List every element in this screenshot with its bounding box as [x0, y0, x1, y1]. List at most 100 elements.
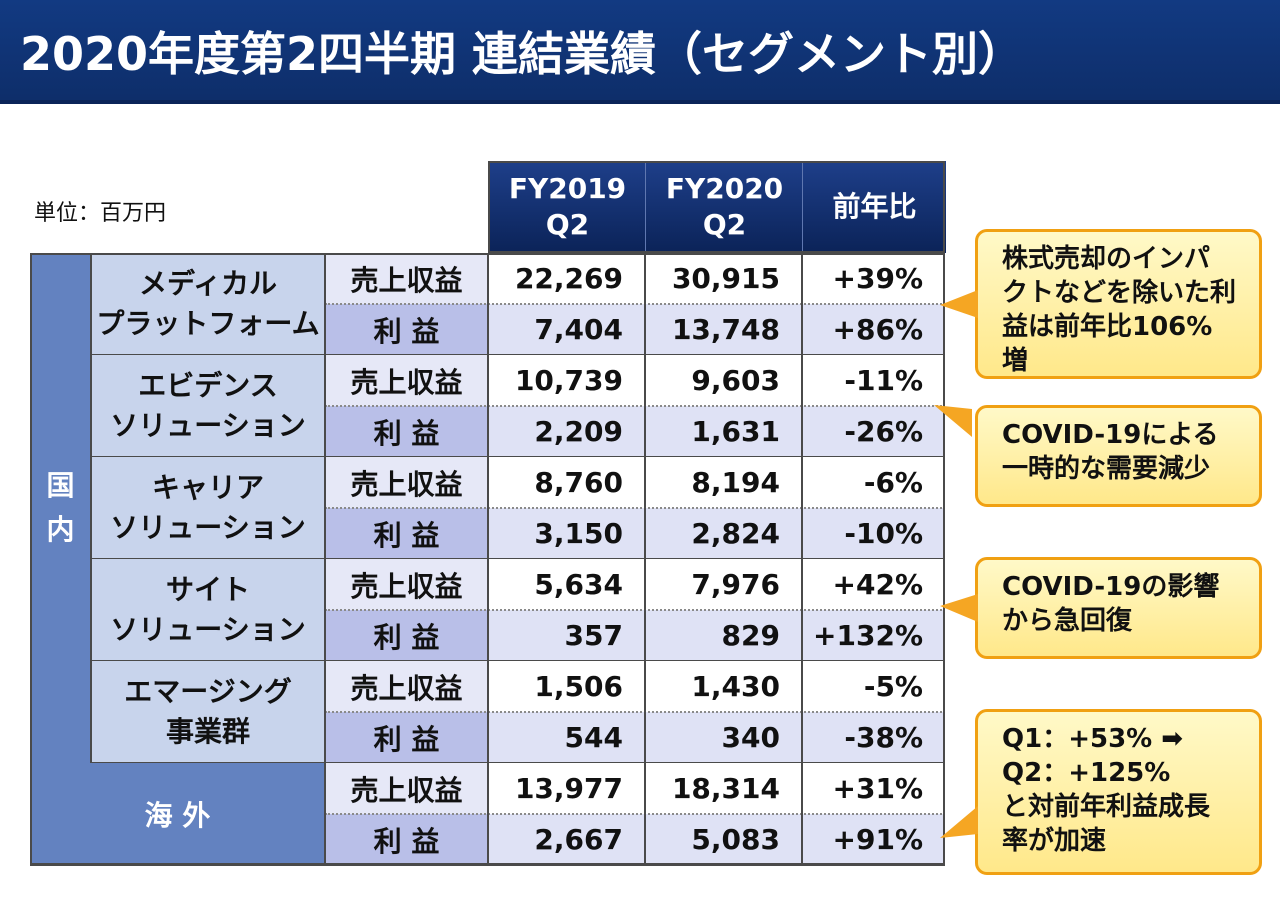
segment-name-line: プラットフォーム: [96, 307, 320, 340]
callout-line: クトなどを除いた利: [1002, 278, 1237, 308]
column-header-fy2020-line1: FY2020: [665, 172, 784, 205]
segment-name-line: ソリューション: [110, 511, 306, 544]
column-divider: [801, 253, 803, 865]
row-label-profit: 利 益: [325, 610, 488, 661]
value-fy2020: 18,314: [645, 763, 802, 814]
callout-line: と対前年利益成長: [1002, 792, 1211, 822]
value-fy2020: 5,083: [645, 814, 802, 865]
value-yoy: +132%: [802, 610, 945, 661]
value-fy2019: 3,150: [488, 508, 645, 559]
callout-line: COVID-19による: [1002, 420, 1219, 450]
value-yoy: -6%: [802, 457, 945, 508]
callout-pointer: [940, 806, 978, 838]
row-label-sales: 売上収益: [325, 559, 488, 610]
column-divider: [324, 253, 326, 865]
value-fy2020: 340: [645, 712, 802, 763]
callout-line: Q2：+125%: [1002, 758, 1171, 788]
value-yoy: -26%: [802, 406, 945, 457]
domestic-label: 国内: [30, 253, 91, 763]
value-yoy: -5%: [802, 661, 945, 712]
segment-name-line: サイト: [165, 573, 250, 606]
page-title: 2020年度第2四半期 連結業績（セグメント別）: [20, 27, 1025, 81]
value-fy2019: 7,404: [488, 304, 645, 355]
segment-name-line: ソリューション: [110, 613, 306, 646]
value-yoy: -38%: [802, 712, 945, 763]
value-fy2019: 13,977: [488, 763, 645, 814]
segment-name-line: メディカル: [138, 267, 278, 300]
value-yoy: +42%: [802, 559, 945, 610]
callout-line: 一時的な需要減少: [1002, 454, 1211, 484]
segment-name-line: ソリューション: [110, 409, 306, 442]
value-fy2019: 1,506: [488, 661, 645, 712]
value-fy2020: 13,748: [645, 304, 802, 355]
row-divider-dotted: [325, 609, 945, 611]
segment-name: キャリアソリューション: [91, 457, 325, 559]
row-divider-dotted: [325, 405, 945, 407]
value-fy2020: 7,976: [645, 559, 802, 610]
value-fy2019: 2,667: [488, 814, 645, 865]
overseas-label: 海 外: [30, 763, 325, 865]
row-label-sales: 売上収益: [325, 763, 488, 814]
value-fy2020: 2,824: [645, 508, 802, 559]
callout-line: Q1：+53% ➡: [1002, 724, 1184, 754]
value-fy2019: 544: [488, 712, 645, 763]
callout-pointer: [934, 405, 972, 437]
domestic-label-char: 国: [46, 469, 75, 502]
callout-line: COVID-19の影響: [1002, 572, 1220, 602]
row-label-sales: 売上収益: [325, 253, 488, 304]
row-divider-dotted: [325, 711, 945, 713]
unit-label: 単位：百万円: [34, 201, 167, 226]
title-bar: 2020年度第2四半期 連結業績（セグメント別）: [0, 0, 1280, 104]
value-fy2019: 10,739: [488, 355, 645, 406]
row-divider-dotted: [325, 813, 945, 815]
value-fy2020: 8,194: [645, 457, 802, 508]
header-outline: [488, 161, 945, 253]
segment-name-line: キャリア: [151, 471, 264, 504]
callout-box: COVID-19による 一時的な需要減少: [975, 405, 1262, 507]
column-header-yoy: 前年比: [802, 161, 946, 253]
value-fy2020: 1,631: [645, 406, 802, 457]
row-label-profit: 利 益: [325, 712, 488, 763]
callout-pointer: [940, 594, 978, 622]
column-header-fy2020: FY2020 Q2: [645, 161, 803, 253]
row-label-profit: 利 益: [325, 304, 488, 355]
value-fy2019: 8,760: [488, 457, 645, 508]
value-yoy: +91%: [802, 814, 945, 865]
value-fy2020: 829: [645, 610, 802, 661]
value-fy2020: 30,915: [645, 253, 802, 304]
column-header-fy2020-line2: Q2: [702, 208, 747, 241]
value-fy2019: 2,209: [488, 406, 645, 457]
callout-box: COVID-19の影響 から急回復: [975, 557, 1262, 659]
value-yoy: +39%: [802, 253, 945, 304]
value-yoy: +86%: [802, 304, 945, 355]
column-header-fy2019-line1: FY2019: [508, 172, 627, 205]
column-header-yoy-label: 前年比: [832, 190, 917, 223]
value-fy2019: 22,269: [488, 253, 645, 304]
callout-line: から急回復: [1002, 606, 1133, 636]
row-divider-dotted: [325, 507, 945, 509]
row-label-sales: 売上収益: [325, 661, 488, 712]
value-fy2020: 1,430: [645, 661, 802, 712]
value-yoy: +31%: [802, 763, 945, 814]
segment-name-line: エビデンス: [138, 369, 278, 402]
value-fy2019: 5,634: [488, 559, 645, 610]
segment-name: エマージング 事業群: [91, 661, 325, 763]
value-yoy: -11%: [802, 355, 945, 406]
column-divider: [90, 253, 92, 763]
segment-name-line: 事業群: [165, 715, 250, 748]
column-header-fy2019-line2: Q2: [545, 208, 590, 241]
row-label-profit: 利 益: [325, 406, 488, 457]
callout-line: 率が加速: [1002, 826, 1107, 856]
domestic-label-char: 内: [46, 513, 75, 546]
column-header-fy2019: FY2019 Q2: [488, 161, 646, 253]
callout-line: 株式売却のインパ: [1002, 244, 1211, 274]
segment-name-line: エマージング: [124, 675, 292, 708]
value-fy2020: 9,603: [645, 355, 802, 406]
row-divider-dotted: [325, 303, 945, 305]
callout-line: 益は前年比106%: [1002, 312, 1213, 342]
segment-name: エビデンスソリューション: [91, 355, 325, 457]
callout-box: 株式売却のインパ クトなどを除いた利 益は前年比106% 増: [975, 229, 1262, 379]
row-label-sales: 売上収益: [325, 457, 488, 508]
callout-line: 増: [1002, 346, 1029, 376]
row-label-profit: 利 益: [325, 814, 488, 865]
